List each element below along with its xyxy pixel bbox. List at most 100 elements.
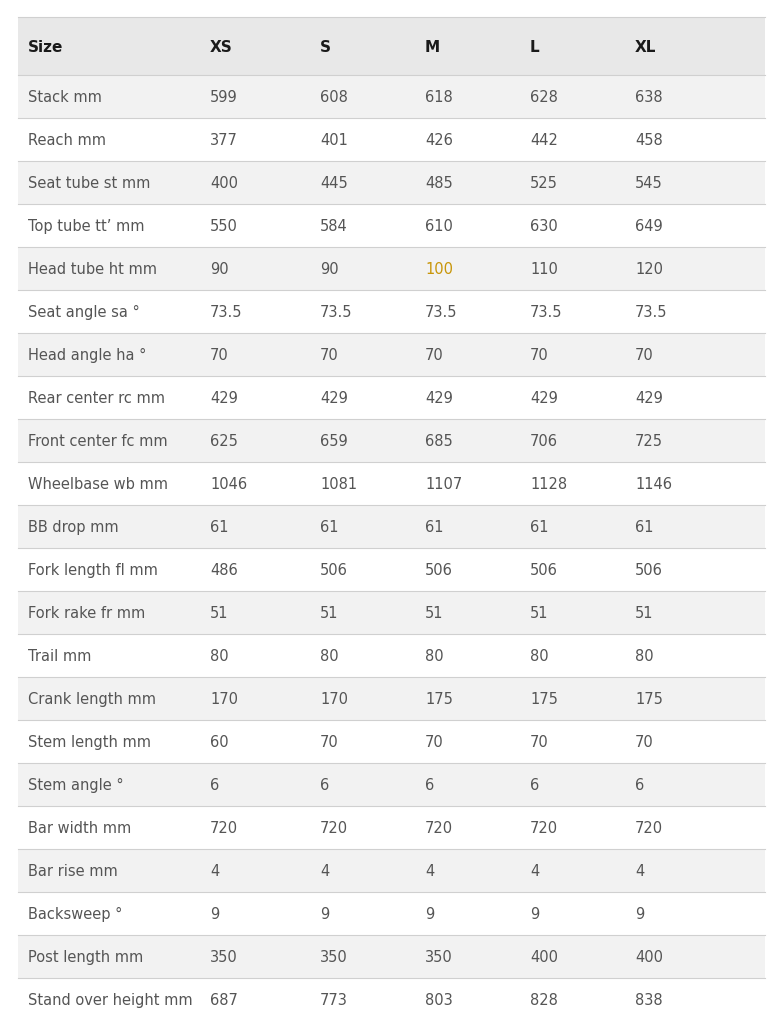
Text: 506: 506	[425, 562, 453, 578]
Text: 429: 429	[635, 390, 663, 406]
Text: 506: 506	[530, 562, 558, 578]
Text: Backsweep °: Backsweep °	[28, 906, 122, 921]
Text: Bar width mm: Bar width mm	[28, 820, 131, 836]
Text: 720: 720	[530, 820, 558, 836]
Text: 90: 90	[210, 262, 228, 277]
Text: 100: 100	[425, 262, 453, 277]
Text: Stem length mm: Stem length mm	[28, 735, 151, 749]
Bar	[18, 119, 765, 162]
Text: 525: 525	[530, 176, 558, 191]
Text: 429: 429	[320, 390, 348, 406]
Text: 4: 4	[635, 863, 644, 878]
Text: 9: 9	[425, 906, 434, 921]
Text: 70: 70	[635, 735, 654, 749]
Text: 545: 545	[635, 176, 663, 191]
Text: 9: 9	[530, 906, 540, 921]
Bar	[18, 806, 765, 849]
Text: 70: 70	[210, 347, 229, 363]
Text: 73.5: 73.5	[425, 305, 457, 320]
Text: 61: 61	[320, 520, 339, 535]
Text: 51: 51	[210, 605, 228, 621]
Text: S: S	[320, 40, 331, 54]
Text: 625: 625	[210, 433, 238, 448]
Text: Wheelbase wb mm: Wheelbase wb mm	[28, 477, 168, 491]
Text: 80: 80	[210, 648, 228, 663]
Text: 720: 720	[425, 820, 453, 836]
Text: 90: 90	[320, 262, 339, 277]
Text: 4: 4	[320, 863, 329, 878]
Text: 110: 110	[530, 262, 558, 277]
Text: 350: 350	[210, 949, 238, 964]
Text: 4: 4	[530, 863, 540, 878]
Text: 80: 80	[635, 648, 654, 663]
Bar	[18, 849, 765, 892]
Text: Front center fc mm: Front center fc mm	[28, 433, 167, 448]
Text: Rear center rc mm: Rear center rc mm	[28, 390, 165, 406]
Text: 51: 51	[425, 605, 443, 621]
Text: 120: 120	[635, 262, 663, 277]
Bar	[18, 162, 765, 205]
Text: Head tube ht mm: Head tube ht mm	[28, 262, 157, 277]
Bar	[18, 678, 765, 720]
Text: 1046: 1046	[210, 477, 247, 491]
Text: 486: 486	[210, 562, 238, 578]
Text: 1128: 1128	[530, 477, 567, 491]
Bar	[18, 290, 765, 333]
Bar	[18, 18, 765, 76]
Text: BB drop mm: BB drop mm	[28, 520, 119, 535]
Text: 73.5: 73.5	[320, 305, 353, 320]
Text: 429: 429	[530, 390, 558, 406]
Text: Stem angle °: Stem angle °	[28, 777, 124, 792]
Text: Trail mm: Trail mm	[28, 648, 91, 663]
Text: Stand over height mm: Stand over height mm	[28, 993, 192, 1007]
Text: 70: 70	[530, 735, 549, 749]
Text: 70: 70	[635, 347, 654, 363]
Text: 649: 649	[635, 219, 663, 233]
Text: 838: 838	[635, 993, 662, 1007]
Text: 6: 6	[530, 777, 540, 792]
Text: 429: 429	[210, 390, 238, 406]
Text: Reach mm: Reach mm	[28, 132, 106, 148]
Bar	[18, 591, 765, 635]
Text: 685: 685	[425, 433, 453, 448]
Text: 725: 725	[635, 433, 663, 448]
Text: 73.5: 73.5	[530, 305, 562, 320]
Text: 445: 445	[320, 176, 348, 191]
Text: 659: 659	[320, 433, 348, 448]
Text: 175: 175	[530, 691, 558, 706]
Bar	[18, 377, 765, 420]
Bar	[18, 720, 765, 763]
Text: 4: 4	[210, 863, 219, 878]
Text: 550: 550	[210, 219, 238, 233]
Text: 350: 350	[425, 949, 453, 964]
Text: 638: 638	[635, 90, 662, 105]
Text: 400: 400	[635, 949, 663, 964]
Text: Seat tube st mm: Seat tube st mm	[28, 176, 150, 191]
Bar	[18, 333, 765, 377]
Text: 442: 442	[530, 132, 558, 148]
Text: 70: 70	[320, 735, 339, 749]
Bar	[18, 420, 765, 463]
Bar	[18, 978, 765, 1019]
Text: 706: 706	[530, 433, 558, 448]
Text: Top tube tt’ mm: Top tube tt’ mm	[28, 219, 145, 233]
Text: 400: 400	[210, 176, 238, 191]
Text: 1081: 1081	[320, 477, 357, 491]
Text: 485: 485	[425, 176, 453, 191]
Text: 6: 6	[210, 777, 219, 792]
Text: 429: 429	[425, 390, 453, 406]
Text: 175: 175	[635, 691, 663, 706]
Text: 720: 720	[635, 820, 663, 836]
Bar	[18, 205, 765, 248]
Text: 60: 60	[210, 735, 228, 749]
Bar	[18, 463, 765, 505]
Text: 687: 687	[210, 993, 238, 1007]
Text: Head angle ha °: Head angle ha °	[28, 347, 146, 363]
Text: 61: 61	[425, 520, 443, 535]
Text: 584: 584	[320, 219, 348, 233]
Text: 51: 51	[635, 605, 654, 621]
Text: 70: 70	[320, 347, 339, 363]
Text: 170: 170	[320, 691, 348, 706]
Text: 80: 80	[530, 648, 549, 663]
Bar	[18, 548, 765, 591]
